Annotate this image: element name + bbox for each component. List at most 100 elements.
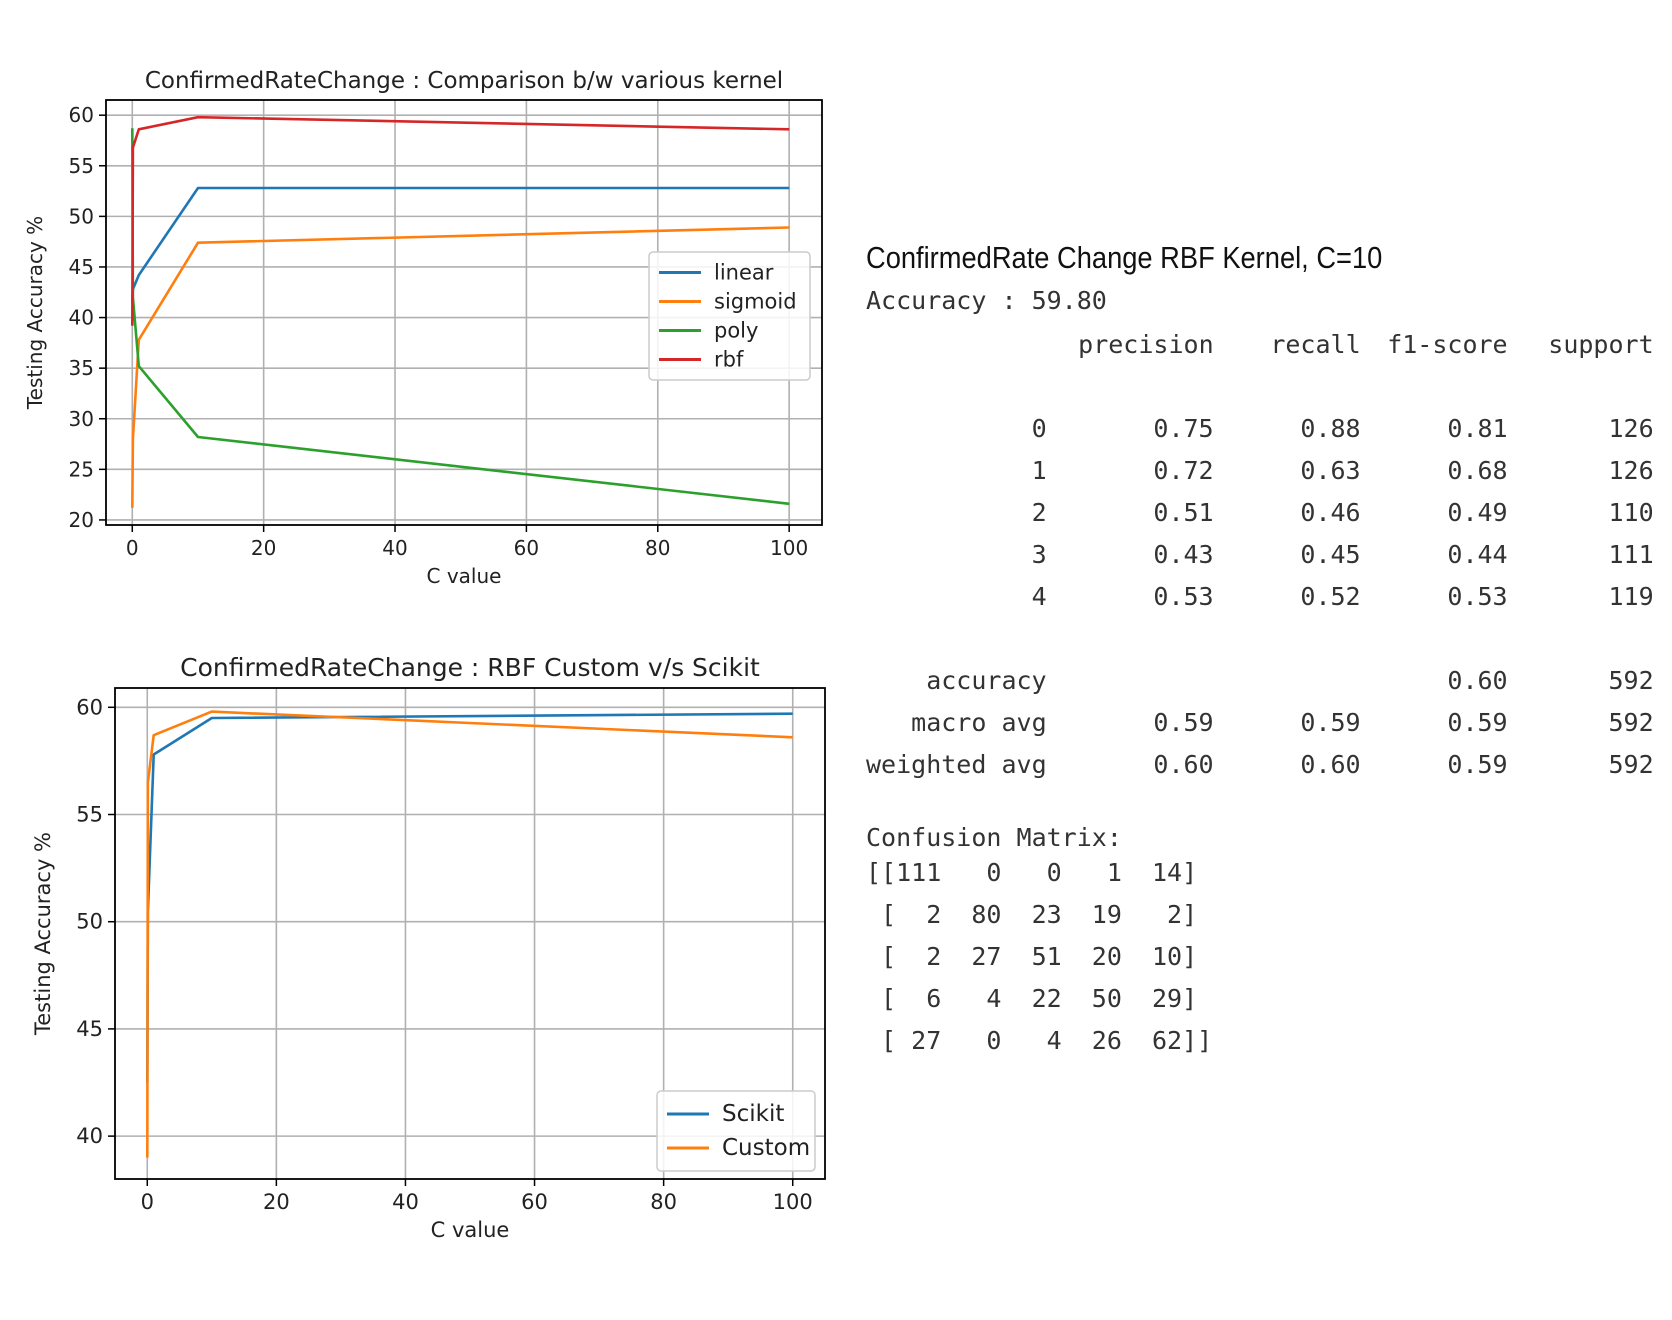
x-tick-label: 80 xyxy=(650,1190,677,1214)
class-recall: 0.63 xyxy=(1300,455,1361,485)
x-tick-label: 0 xyxy=(126,536,139,560)
class-recall: 0.46 xyxy=(1300,497,1361,527)
class-row: 3 0.43 0.45 0.44 111 xyxy=(866,533,1654,575)
report-title: ConfirmedRate Change RBF Kernel, C=10 xyxy=(866,240,1383,275)
legend-label-poly: poly xyxy=(714,319,758,343)
class-recall: 0.45 xyxy=(1300,539,1361,569)
class-row: 1 0.72 0.63 0.68 126 xyxy=(866,449,1654,491)
legend-label-custom: Custom xyxy=(722,1135,810,1161)
class-f1: 0.81 xyxy=(1447,413,1508,443)
spacer-cell xyxy=(866,617,1047,659)
y-tick-label: 60 xyxy=(76,695,103,719)
class-support: 126 xyxy=(1608,455,1654,485)
classification-table: precision recall f1-score support 0 0.75 0… xyxy=(866,323,1654,785)
legend-label-scikit: Scikit xyxy=(722,1101,784,1127)
legend-label-linear: linear xyxy=(714,261,774,285)
class-precision: 0.75 xyxy=(1153,413,1214,443)
header-f1: f1-score xyxy=(1387,329,1508,359)
class-label: 3 xyxy=(1031,539,1047,569)
spacer-row xyxy=(866,617,1654,659)
legend-label-sigmoid: sigmoid xyxy=(714,290,797,314)
series-line-sigmoid xyxy=(131,226,790,508)
summary-recall: 0.59 xyxy=(1300,707,1361,737)
series-line-custom xyxy=(146,710,793,1158)
x-tick-label: 20 xyxy=(251,536,276,560)
x-tick-label: 100 xyxy=(773,1190,813,1214)
x-tick-label: 20 xyxy=(263,1190,290,1214)
spacer-row xyxy=(866,365,1654,407)
rbf-custom-vs-scikit-chart: 0 20 40 60 80 100 40 45 50 55 60 ConfirmedRateChang… xyxy=(31,653,826,1242)
y-tick-label: 25 xyxy=(69,457,94,481)
kernel-comparison-chart: 0 20 40 60 80 100 20 25 30 35 40 45 50 55 60 ConfirmedR… xyxy=(23,68,823,588)
plot-frame xyxy=(105,99,823,526)
y-tick-label: 45 xyxy=(76,1017,103,1041)
class-f1: 0.44 xyxy=(1447,539,1508,569)
x-axis-label: C value xyxy=(427,564,502,588)
class-label: 0 xyxy=(1031,413,1047,443)
confusion-matrix-title: Confusion Matrix: xyxy=(866,823,1122,852)
header-recall: recall xyxy=(1270,329,1361,359)
class-support: 111 xyxy=(1608,539,1654,569)
summary-f1: 0.60 xyxy=(1447,665,1508,695)
y-axis-label: Testing Accuracy % xyxy=(23,216,47,410)
class-row: 2 0.51 0.46 0.49 110 xyxy=(866,491,1654,533)
summary-support: 592 xyxy=(1608,665,1654,695)
x-tick-label: 60 xyxy=(514,536,539,560)
summary-row: weighted avg 0.60 0.60 0.59 592 xyxy=(866,743,1654,785)
confusion-matrix-row: [[111 0 0 1 14] xyxy=(866,858,1198,887)
confusion-matrix-row: [ 6 4 22 50 29] xyxy=(866,984,1198,1013)
y-tick-label: 35 xyxy=(69,356,94,380)
x-tick-label: 40 xyxy=(392,1190,419,1214)
class-f1: 0.49 xyxy=(1447,497,1508,527)
y-tick-label: 50 xyxy=(76,910,103,934)
legend-box xyxy=(648,251,811,381)
spacer-cell xyxy=(866,365,1047,407)
y-tick-label: 45 xyxy=(69,255,94,279)
y-tick-label: 50 xyxy=(69,204,94,228)
x-axis-label: C value xyxy=(431,1218,510,1242)
class-support: 119 xyxy=(1608,581,1654,611)
summary-precision: 0.59 xyxy=(1153,707,1214,737)
summary-precision: 0.60 xyxy=(1153,749,1214,779)
table-header-row: precision recall f1-score support xyxy=(866,323,1653,365)
accuracy-line: Accuracy : 59.80 xyxy=(866,286,1107,315)
class-f1: 0.53 xyxy=(1447,581,1508,611)
confusion-matrix: [[111 0 0 1 14] [ 2 80 23 19 2] [ 2 27 5… xyxy=(866,852,1666,1062)
x-tick-label: 60 xyxy=(521,1190,548,1214)
confusion-matrix-row: [ 2 80 23 19 2] xyxy=(866,900,1198,929)
y-tick-label: 30 xyxy=(69,407,94,431)
summary-row: macro avg 0.59 0.59 0.59 592 xyxy=(866,701,1654,743)
class-recall: 0.52 xyxy=(1300,581,1361,611)
class-f1: 0.68 xyxy=(1447,455,1508,485)
y-tick-label: 40 xyxy=(69,306,94,330)
class-precision: 0.43 xyxy=(1153,539,1214,569)
y-tick-label: 60 xyxy=(69,103,94,127)
chart-title: ConfirmedRateChange : Comparison b/w var… xyxy=(145,68,783,94)
summary-precision xyxy=(1047,659,1214,701)
classification-body: 0 0.75 0.88 0.81 126 1 0.72 0.63 0.68 126 2 0.51 0.4… xyxy=(866,365,1654,785)
y-tick-label: 55 xyxy=(69,154,94,178)
summary-support: 592 xyxy=(1608,707,1654,737)
y-tick-label: 40 xyxy=(76,1124,103,1148)
summary-f1: 0.59 xyxy=(1447,749,1508,779)
class-precision: 0.51 xyxy=(1153,497,1214,527)
summary-recall xyxy=(1214,659,1361,701)
class-label: 2 xyxy=(1031,497,1047,527)
y-axis-label: Testing Accuracy % xyxy=(31,832,55,1036)
class-label: 1 xyxy=(1031,455,1047,485)
class-label: 4 xyxy=(1031,581,1047,611)
summary-support: 592 xyxy=(1608,749,1654,779)
legend-box xyxy=(656,1090,816,1172)
summary-label: weighted avg xyxy=(866,749,1047,779)
series-line-rbf xyxy=(131,115,790,326)
header-empty xyxy=(866,323,1047,365)
header-precision: precision xyxy=(1078,329,1214,359)
class-support: 126 xyxy=(1608,413,1654,443)
series-line-scikit xyxy=(146,712,793,1083)
x-tick-label: 80 xyxy=(645,536,670,560)
class-row: 0 0.75 0.88 0.81 126 xyxy=(866,407,1654,449)
class-recall: 0.88 xyxy=(1300,413,1361,443)
class-row: 4 0.53 0.52 0.53 119 xyxy=(866,575,1654,617)
plot-frame xyxy=(114,687,826,1180)
summary-recall: 0.60 xyxy=(1300,749,1361,779)
